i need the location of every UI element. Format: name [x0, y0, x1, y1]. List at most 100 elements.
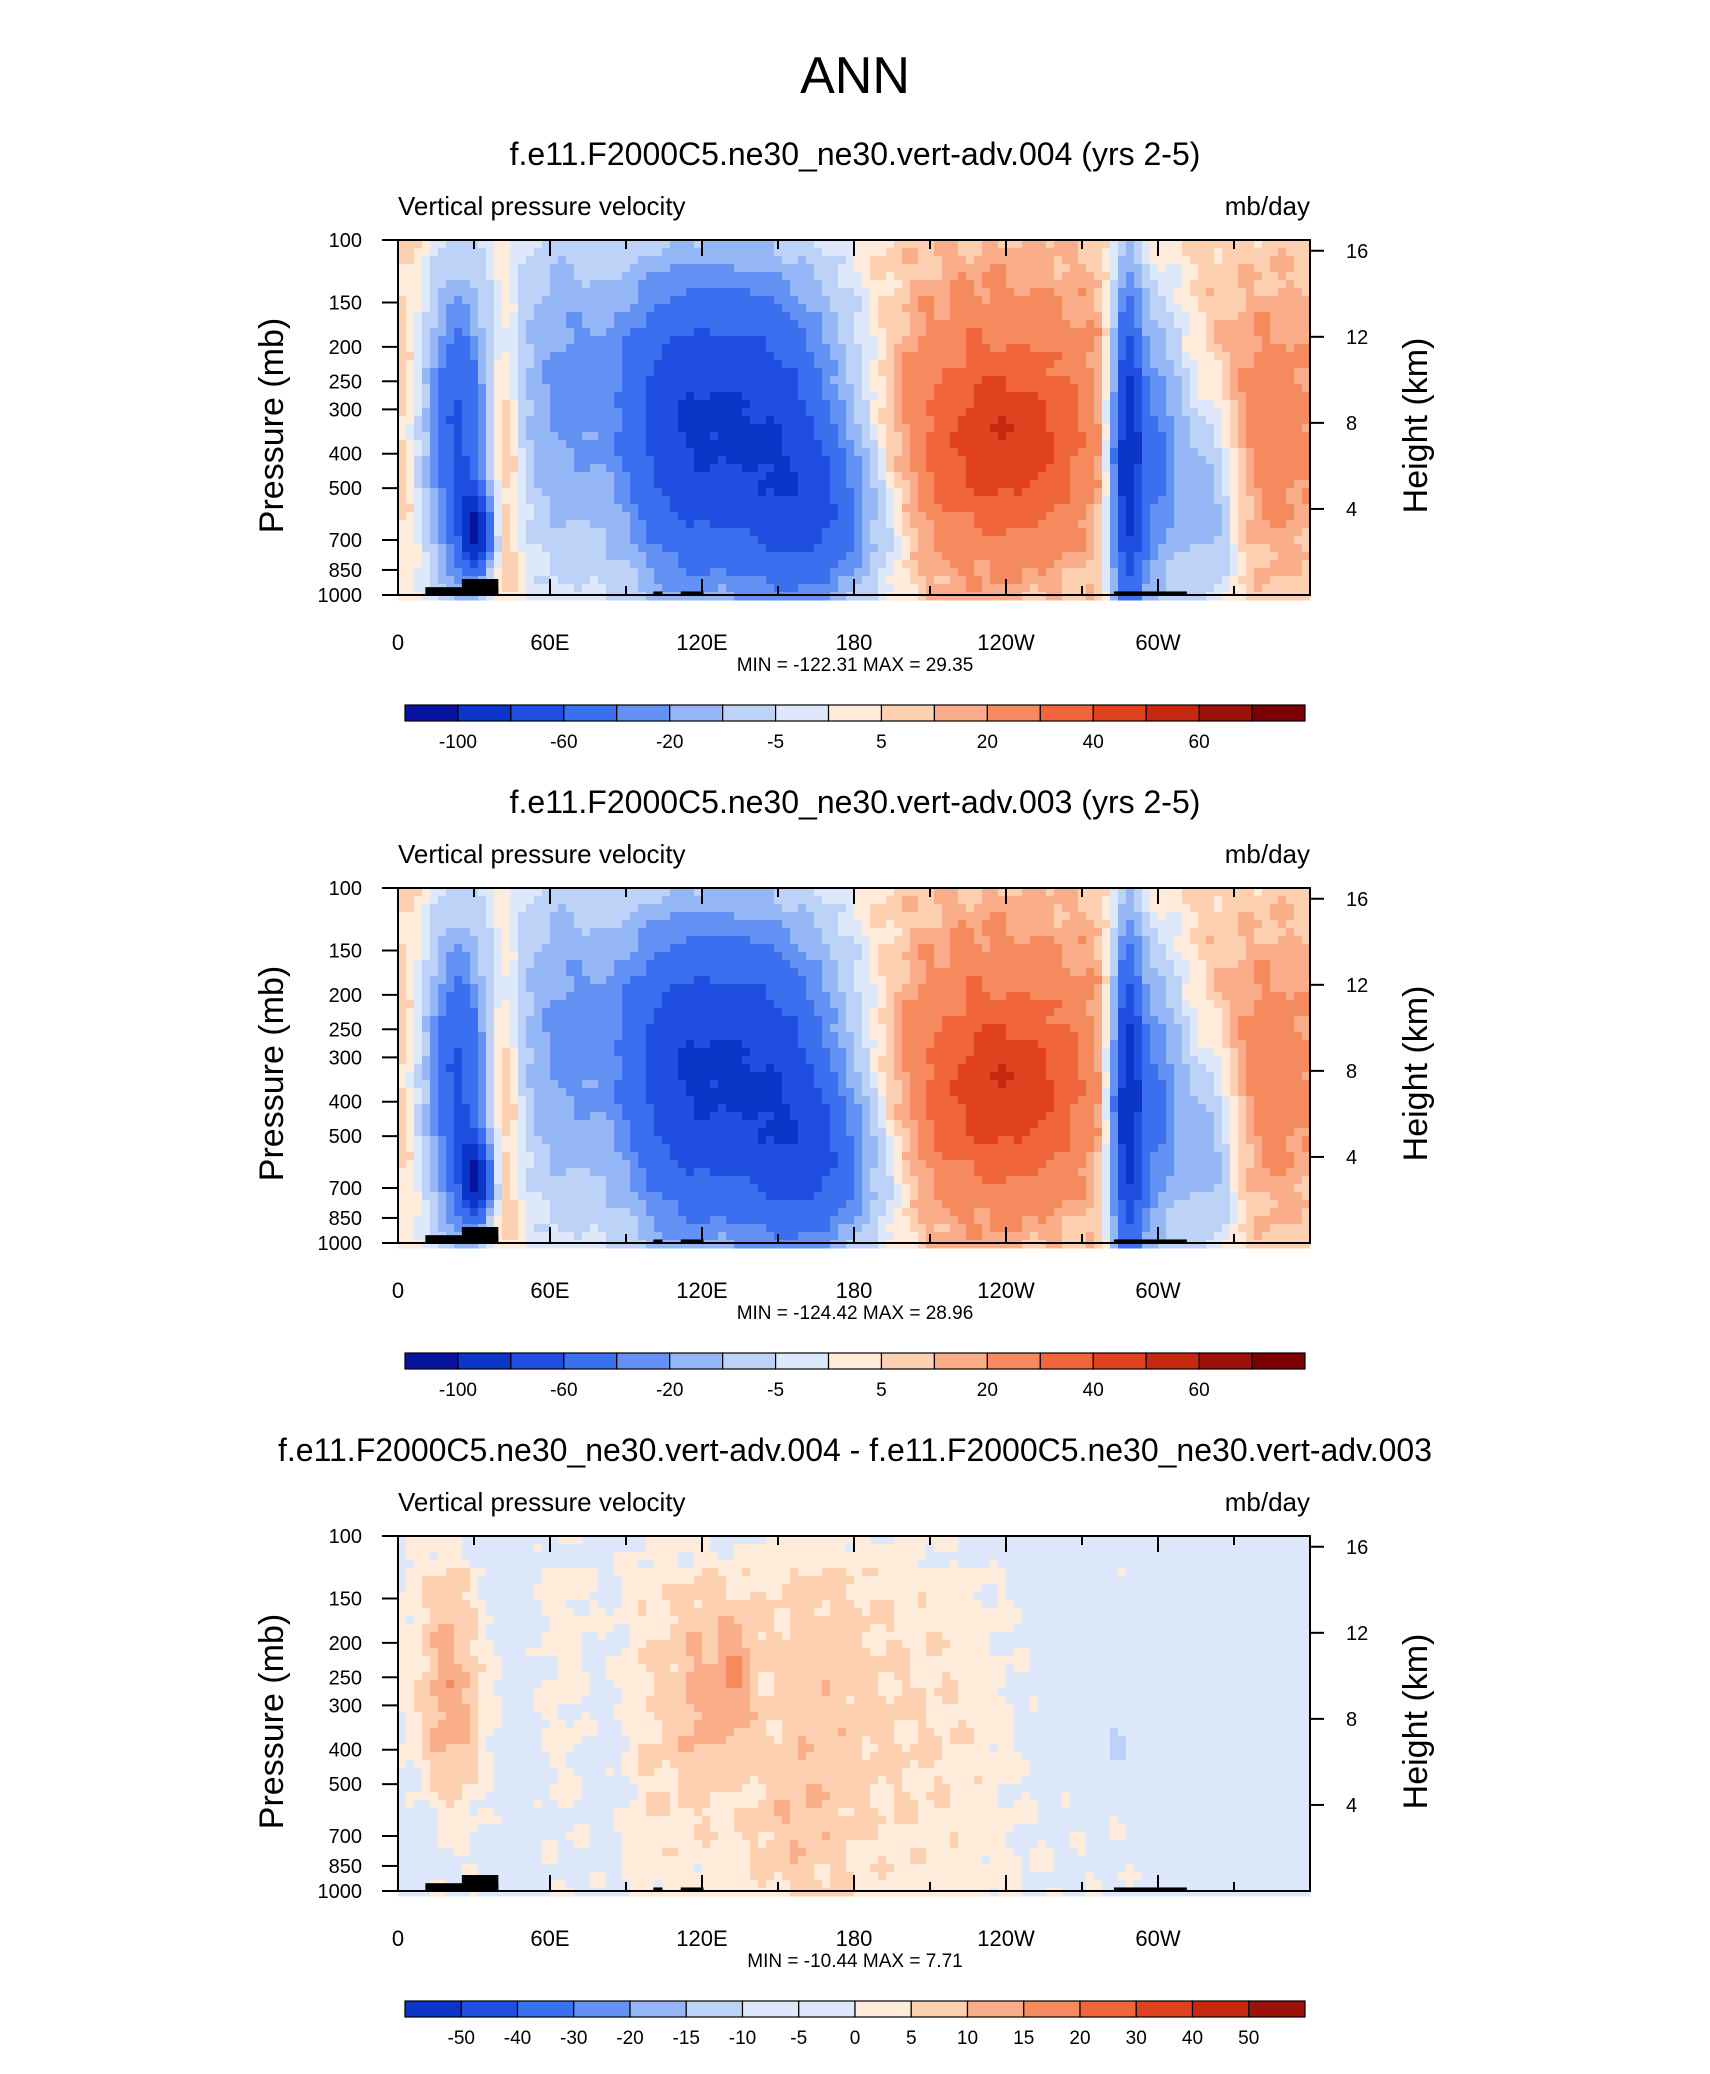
contour-cell — [1046, 368, 1055, 377]
contour-cell — [822, 288, 831, 297]
contour-cell — [430, 328, 439, 337]
contour-cell — [542, 568, 551, 577]
contour-cell — [910, 552, 919, 561]
contour-cell — [534, 536, 543, 545]
contour-cell — [446, 432, 455, 441]
contour-cell — [926, 248, 935, 257]
contour-cell — [742, 328, 751, 337]
contour-cell — [1110, 248, 1119, 257]
contour-cell — [822, 464, 831, 473]
contour-cell — [1022, 416, 1031, 425]
contour-cell — [398, 496, 407, 505]
contour-cell — [534, 400, 543, 409]
contour-cell — [614, 440, 623, 449]
contour-cell — [870, 488, 879, 497]
contour-cell — [790, 376, 799, 385]
contour-cell — [678, 488, 687, 497]
contour-cell — [958, 304, 967, 313]
contour-cell — [662, 504, 671, 513]
contour-cell — [782, 552, 791, 561]
contour-cell — [478, 336, 487, 345]
contour-cell — [606, 384, 615, 393]
contour-cell — [638, 584, 647, 593]
contour-cell — [1254, 456, 1263, 465]
contour-cell — [918, 376, 927, 385]
contour-cell — [1254, 248, 1263, 257]
contour-cell — [798, 432, 807, 441]
contour-cell — [1078, 296, 1087, 305]
contour-cell — [854, 264, 863, 273]
contour-cell — [1022, 560, 1031, 569]
contour-cell — [1270, 416, 1279, 425]
contour-cell — [1118, 512, 1127, 521]
contour-cell — [726, 584, 735, 593]
contour-cell — [662, 536, 671, 545]
contour-cell — [510, 440, 519, 449]
contour-cell — [1134, 336, 1143, 345]
contour-cell — [1142, 488, 1151, 497]
contour-cell — [1006, 424, 1015, 433]
contour-cell — [1006, 288, 1015, 297]
contour-cell — [694, 552, 703, 561]
contour-cell — [1246, 424, 1255, 433]
contour-cell — [526, 584, 535, 593]
contour-cell — [902, 264, 911, 273]
contour-cell — [1054, 272, 1063, 281]
contour-cell — [822, 536, 831, 545]
contour-cell — [934, 504, 943, 513]
contour-cell — [646, 240, 655, 249]
contour-cell — [870, 408, 879, 417]
contour-cell — [470, 272, 479, 281]
contour-cell — [774, 456, 783, 465]
contour-cell — [958, 240, 967, 249]
contour-cell — [454, 552, 463, 561]
contour-cell — [934, 480, 943, 489]
contour-cell — [518, 568, 527, 577]
contour-cell — [790, 328, 799, 337]
contour-cell — [950, 240, 959, 249]
contour-cell — [934, 288, 943, 297]
contour-cell — [462, 552, 471, 561]
contour-cell — [702, 464, 711, 473]
contour-cell — [470, 336, 479, 345]
contour-cell — [998, 296, 1007, 305]
contour-cell — [966, 296, 975, 305]
contour-cell — [894, 368, 903, 377]
contour-cell — [398, 312, 407, 321]
contour-cell — [630, 584, 639, 593]
contour-cell — [1006, 440, 1015, 449]
contour-cell — [974, 448, 983, 457]
contour-cell — [502, 320, 511, 329]
contour-cell — [606, 368, 615, 377]
contour-cell — [1126, 256, 1135, 265]
contour-cell — [606, 416, 615, 425]
contour-cell — [934, 488, 943, 497]
contour-cell — [542, 296, 551, 305]
contour-cell — [1078, 544, 1087, 553]
contour-cell — [694, 360, 703, 369]
contour-cell — [830, 336, 839, 345]
contour-cell — [1014, 352, 1023, 361]
contour-cell — [526, 544, 535, 553]
contour-cell — [1206, 568, 1215, 577]
contour-cell — [406, 520, 415, 529]
contour-cell — [1078, 568, 1087, 577]
contour-cell — [1054, 432, 1063, 441]
contour-cell — [646, 248, 655, 257]
contour-cell — [950, 528, 959, 537]
contour-cell — [630, 304, 639, 313]
contour-cell — [662, 464, 671, 473]
contour-cell — [470, 544, 479, 553]
contour-cell — [1246, 552, 1255, 561]
contour-cell — [918, 440, 927, 449]
contour-cell — [1190, 360, 1199, 369]
contour-cell — [726, 472, 735, 481]
contour-cell — [990, 352, 999, 361]
contour-cell — [1006, 560, 1015, 569]
contour-cell — [1038, 272, 1047, 281]
contour-cell — [646, 296, 655, 305]
contour-cell — [1030, 352, 1039, 361]
contour-cell — [510, 424, 519, 433]
contour-cell — [430, 320, 439, 329]
panel-title: f.e11.F2000C5.ne30_ne30.vert-adv.004 (yr… — [510, 136, 1201, 172]
